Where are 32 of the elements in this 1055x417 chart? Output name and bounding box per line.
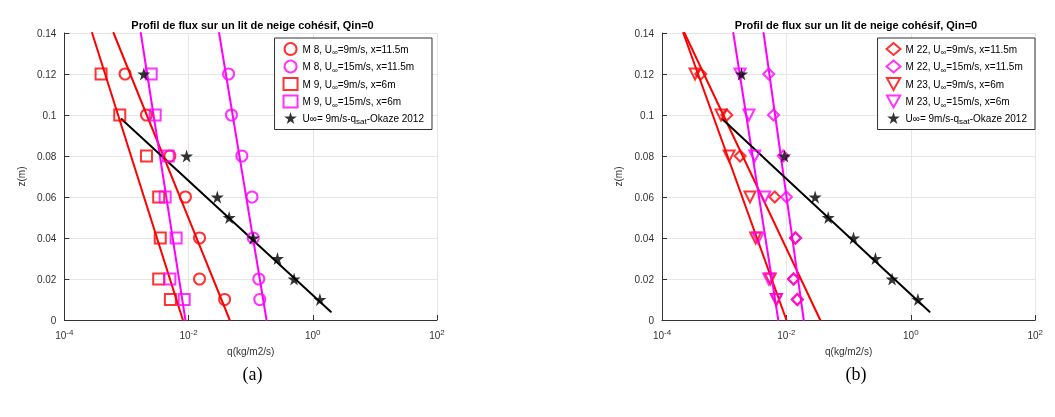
y-tick-label: 0.1 [42, 109, 57, 121]
y-tick-label: 0.12 [36, 68, 57, 80]
legend-label: M 22, U∞=15m/s, x=11.5m [905, 61, 1023, 75]
chart-title: Profil de flux sur un lit de neige cohésif, Qin=0 [734, 18, 978, 31]
y-tick-label: 0.06 [634, 191, 655, 203]
legend-label: M 23, U∞=15m/s, x=6m [905, 96, 1010, 110]
y-tick-label: 0.04 [634, 232, 655, 244]
y-tick-label: 0 [50, 314, 57, 326]
y-axis-title: z(m) [15, 166, 27, 187]
y-tick-label: 0 [648, 314, 655, 326]
legend-label: M 22, U∞=9m/s, x=11.5m [905, 43, 1018, 57]
x-axis-title: q(kg/m2/s) [824, 345, 873, 357]
legend-label: M 23, U∞=9m/s, x=6m [905, 78, 1005, 92]
y-tick-label: 0.12 [634, 68, 655, 80]
y-tick-label: 0.04 [36, 232, 57, 244]
y-tick-label: 0.02 [634, 273, 655, 285]
y-tick-label: 0.06 [36, 191, 57, 203]
text: (b) [845, 364, 867, 385]
legend-label: M 8, U∞=9m/s, x=11.5m [302, 43, 409, 57]
legend-label: M 9, U∞=9m/s, x=6m [302, 78, 396, 92]
y-tick-label: 0.1 [640, 109, 655, 121]
chart-title: Profil de flux sur un lit de neige cohésif, Qin=0 [131, 18, 374, 31]
y-tick-label: 0.08 [634, 150, 655, 162]
y-tick-label: 0.14 [634, 27, 655, 39]
y-tick-label: 0.08 [36, 150, 57, 162]
y-tick-label: 0.02 [36, 273, 57, 285]
y-axis-title: z(m) [613, 166, 625, 187]
y-tick-label: 0.14 [36, 27, 57, 39]
legend-label: M 9, U∞=15m/s, x=6m [302, 96, 402, 110]
legend-label: M 8, U∞=15m/s, x=11.5m [302, 61, 415, 75]
text: (a) [242, 364, 263, 385]
x-axis-title: q(kg/m2/s) [227, 345, 275, 357]
